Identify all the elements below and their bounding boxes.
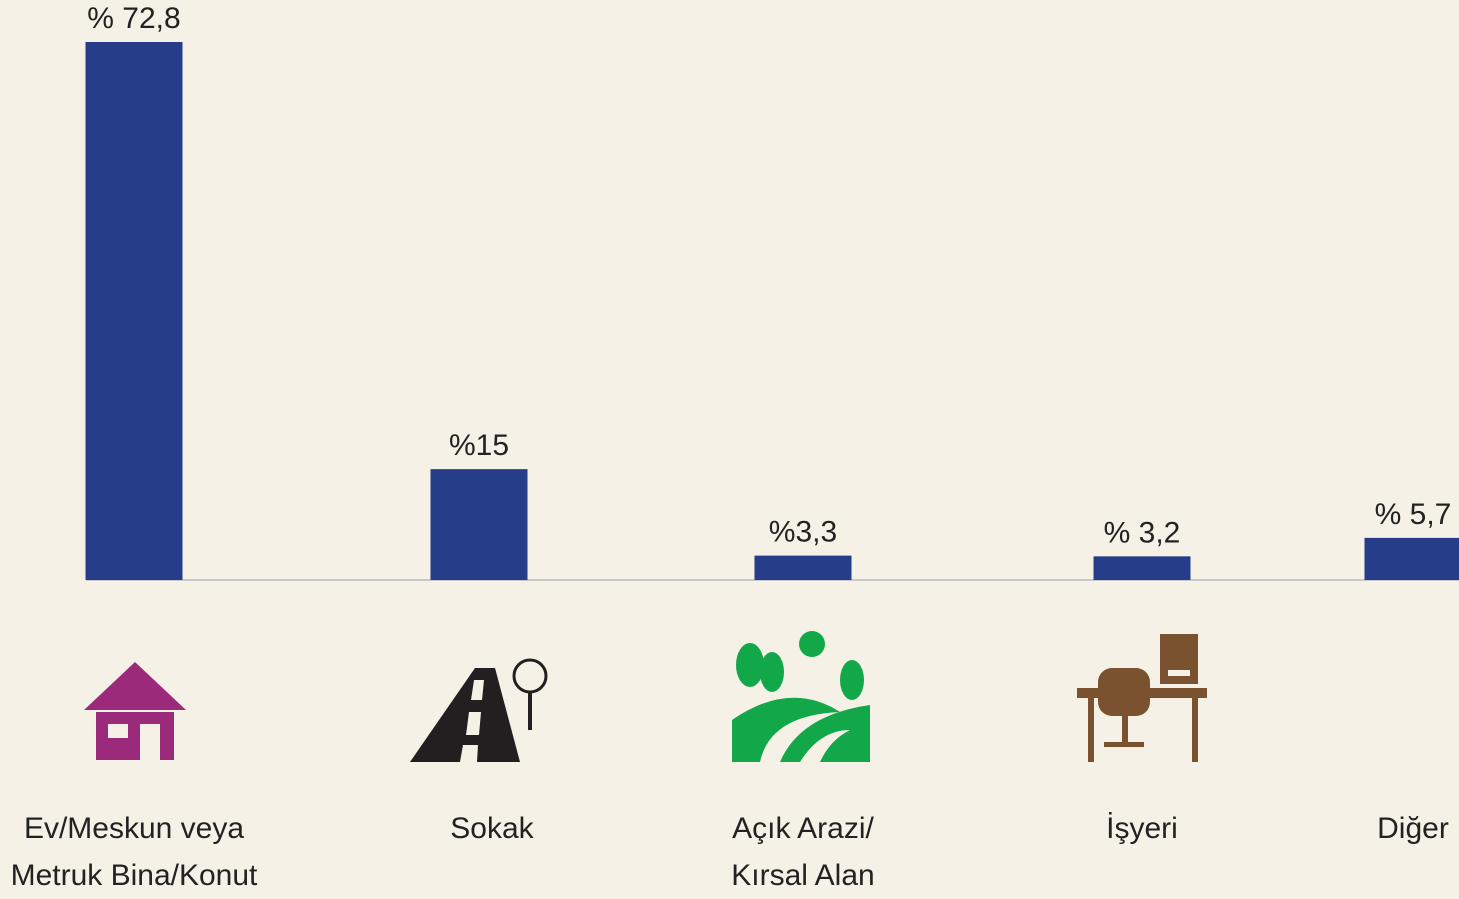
bar: [755, 556, 852, 580]
category-label: Diğer: [1253, 805, 1459, 852]
value-label: % 3,2: [1104, 516, 1181, 549]
value-label: %15: [449, 429, 509, 462]
house-icon: [84, 662, 186, 760]
page: % 72,8%15%3,3% 3,2% 5,7 (() => { const d…: [0, 0, 1459, 899]
value-label: % 5,7: [1375, 498, 1452, 531]
category-label: Ev/Meskun veya Metruk Bina/Konut: [0, 805, 294, 899]
category-label: Açık Arazi/ Kırsal Alan: [643, 805, 963, 899]
bar: [1365, 538, 1459, 580]
bar: [86, 42, 183, 580]
park-icon: [732, 631, 870, 762]
category-label: Sokak: [332, 805, 652, 852]
bar: [1094, 556, 1191, 580]
road-icon: [410, 660, 546, 762]
value-label: %3,3: [769, 516, 837, 549]
chart: % 72,8 %15 %3,3 % 3,2 % 5,7: [0, 0, 1459, 899]
value-label: % 72,8: [87, 2, 180, 35]
office-icon: [1077, 634, 1207, 762]
bar: [431, 469, 528, 580]
